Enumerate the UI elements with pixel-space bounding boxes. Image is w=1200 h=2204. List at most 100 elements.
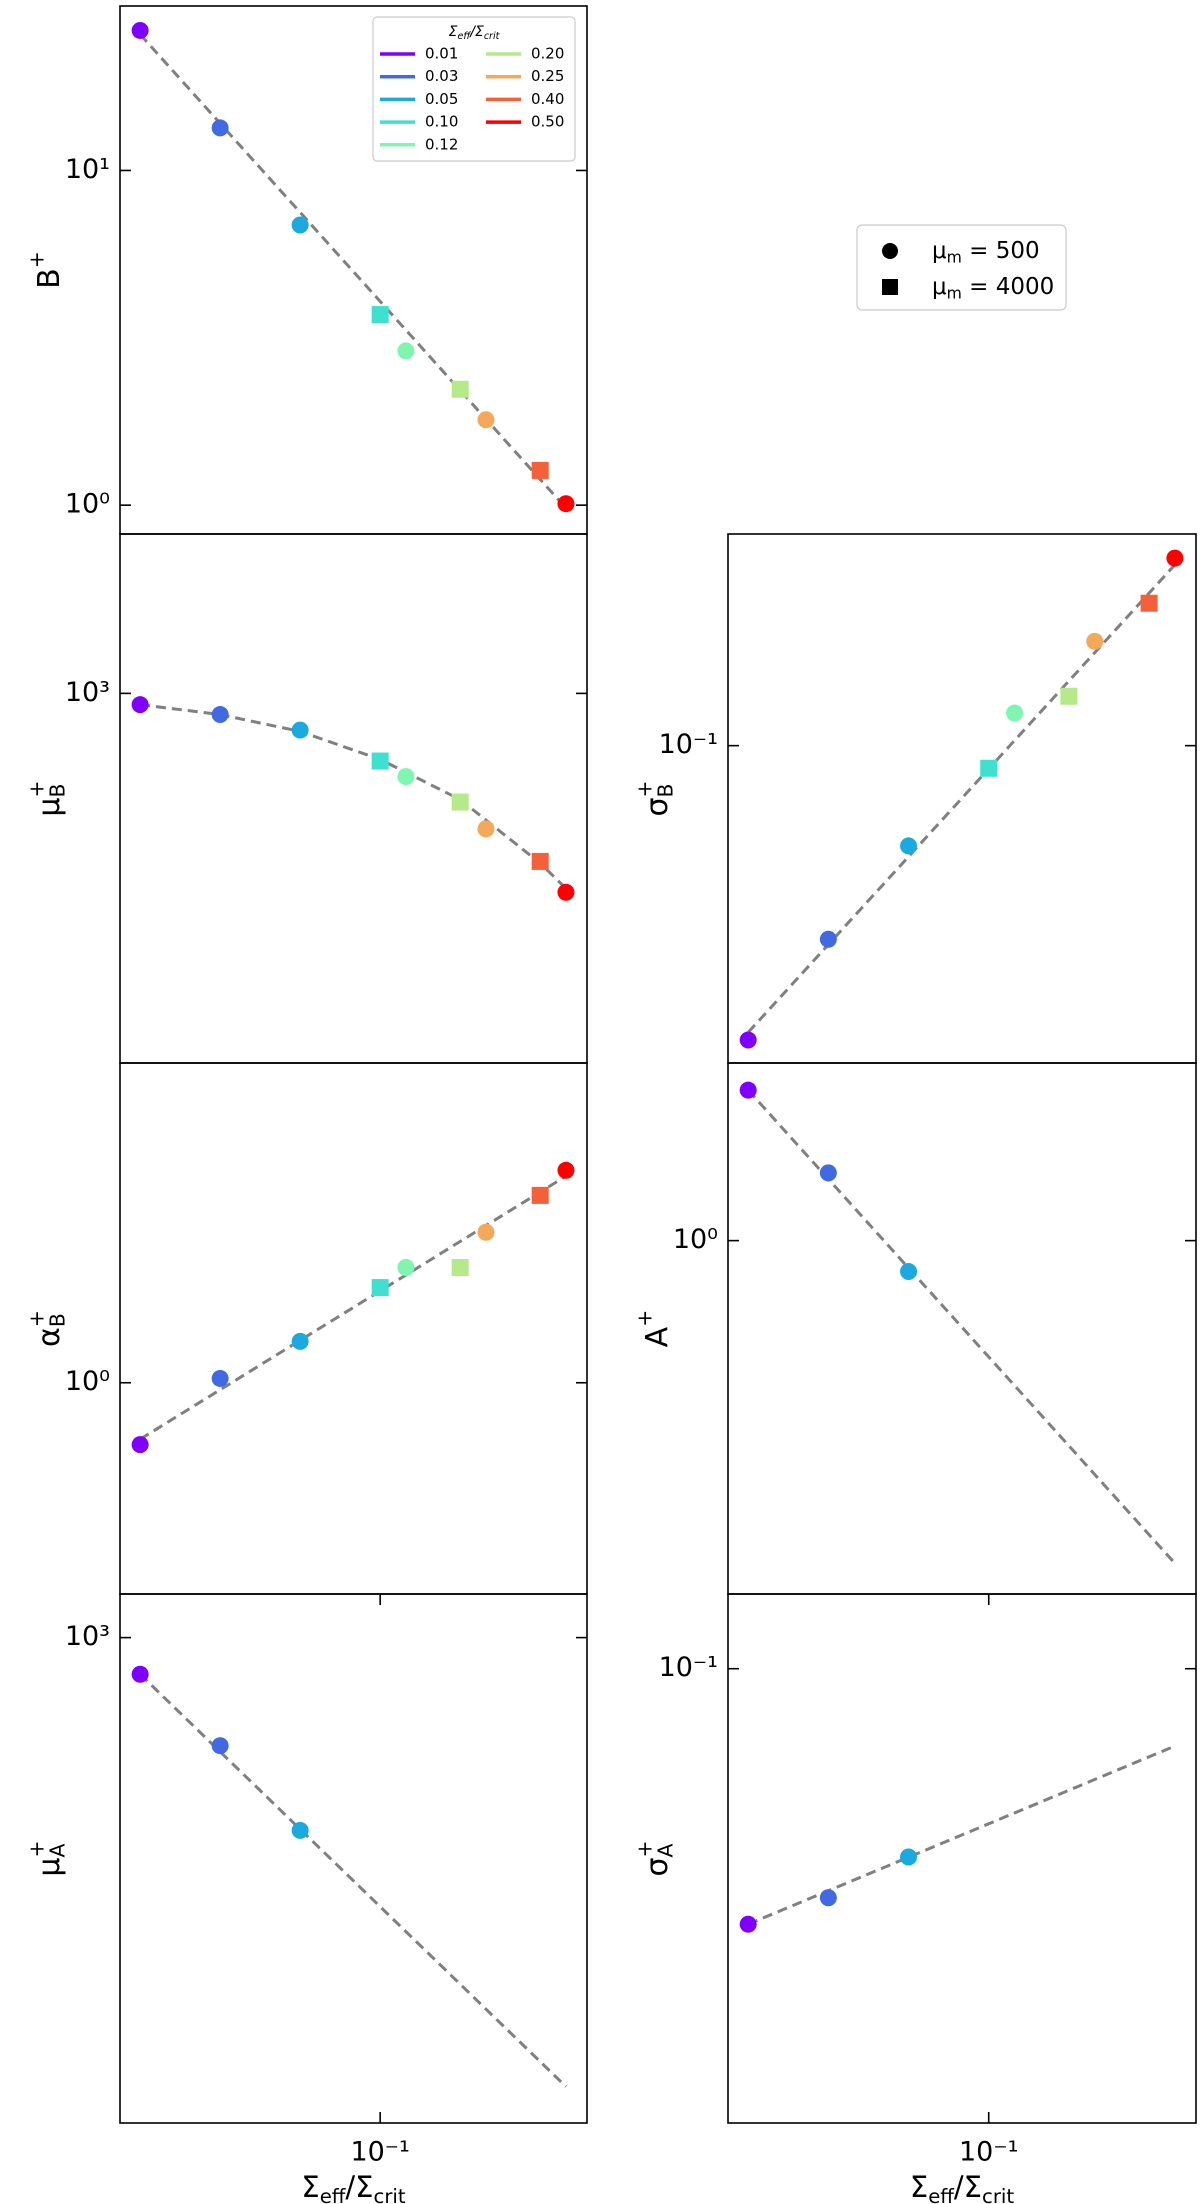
marker-circle [291,1821,309,1839]
label-text: μ [32,798,67,817]
label-sub: crit [373,2185,405,2204]
label-sub: A [653,1844,677,1858]
axes-frame [727,533,1197,1064]
label-text: α [32,1327,67,1347]
marker-circle [477,1223,495,1241]
label-sub: crit [484,30,501,41]
axes-frame [119,533,588,1064]
fit-line [747,1744,1176,1926]
label-sub: B [45,784,69,798]
marker-circle [557,883,575,901]
marker-circle [819,1889,837,1907]
marker-square [531,1186,549,1204]
y-tick-label: 10⁰ [65,1366,110,1397]
label-sub: eff [928,2185,954,2204]
marker-circle [131,1436,149,1454]
x-tick-label: 10⁻¹ [350,2137,409,2168]
legend-box [372,16,576,162]
label-sub: eff [320,2185,346,2204]
legend-label: μm = 4000 [932,274,1054,302]
legend-label: μm = 500 [932,238,1040,266]
marker-circle [819,930,837,948]
marker-circle [211,1737,229,1755]
legend-label: 0.40 [531,90,564,108]
fit-line [139,1673,567,2088]
label-sup: + [632,1310,656,1327]
marker-square [451,1259,469,1277]
label-text: μ [932,238,947,264]
marker-square [882,279,898,295]
legend-label: 0.10 [425,113,458,131]
fit-line [139,1174,567,1441]
marker-circle [1006,704,1024,722]
legend-label: 0.05 [425,90,458,108]
fit-line [747,1089,1177,1565]
marker-circle [291,1332,309,1350]
marker-circle [900,1848,918,1866]
label-sub: crit [982,2185,1014,2204]
marker-circle [1086,632,1104,650]
x-tick-label: 10⁻¹ [959,2137,1018,2168]
label-text: /Σ [345,2170,373,2204]
axes-frame [727,1593,1197,2124]
y-axis-label: A+ [632,1310,674,1348]
axes-frame [119,1593,588,2124]
legend-label: 0.50 [531,113,564,131]
marker-circle [477,820,495,838]
label-text: /Σ [954,2170,982,2204]
marker-circle [819,1164,837,1182]
marker-square [451,380,469,398]
marker-circle [1166,549,1184,567]
label-text: /Σ [468,24,484,40]
y-tick-label: 10⁰ [673,1224,718,1255]
label-sup: + [24,780,48,797]
label-text: Σ [301,2170,319,2204]
legend-box [856,224,1067,311]
legend-label: 0.12 [425,135,458,153]
y-tick-label: 10⁻¹ [659,1652,718,1683]
marker-circle [131,21,149,39]
y-tick-label: 10³ [65,677,110,708]
marker-circle [557,1161,575,1179]
marker-circle [131,1665,149,1683]
marker-circle [131,696,149,714]
marker-circle [900,1263,918,1281]
marker-square [371,1279,389,1297]
marker-circle [211,706,229,724]
label-sub: B [653,784,677,798]
y-tick-label: 10⁻¹ [659,729,718,760]
y-axis-label: μ+B [24,780,69,816]
marker-square [980,759,998,777]
label-text: σ [640,798,675,817]
label-sub: m [947,283,962,302]
marker-circle [477,411,495,429]
y-axis-label: B+ [24,251,66,289]
label-text: = 500 [962,238,1040,264]
marker-circle [397,342,415,360]
y-tick-label: 10³ [65,1621,110,1652]
marker-circle [900,837,918,855]
label-sub: B [45,1313,69,1327]
axes-frame [119,1062,588,1595]
marker-circle [882,243,898,259]
legend-label: 0.20 [531,45,564,63]
label-sub: eff [458,30,472,41]
y-axis-label: σ+A [632,1840,677,1876]
marker-square [531,852,549,870]
label-sup: + [24,251,48,268]
marker-square [531,461,549,479]
legend-title: Σeff/Σcrit [449,24,501,41]
x-axis-label: Σeff/Σcrit [301,2170,406,2204]
label-text: Σ [910,2170,928,2204]
label-sub: A [45,1844,69,1858]
marker-circle [739,1081,757,1099]
x-axis-label: Σeff/Σcrit [910,2170,1015,2204]
legend-label: 0.01 [425,45,458,63]
marker-circle [557,495,575,513]
label-sup: + [24,1840,48,1857]
marker-circle [291,216,309,234]
fit-line [747,563,1177,1034]
marker-circle [397,768,415,786]
marker-square [371,752,389,770]
